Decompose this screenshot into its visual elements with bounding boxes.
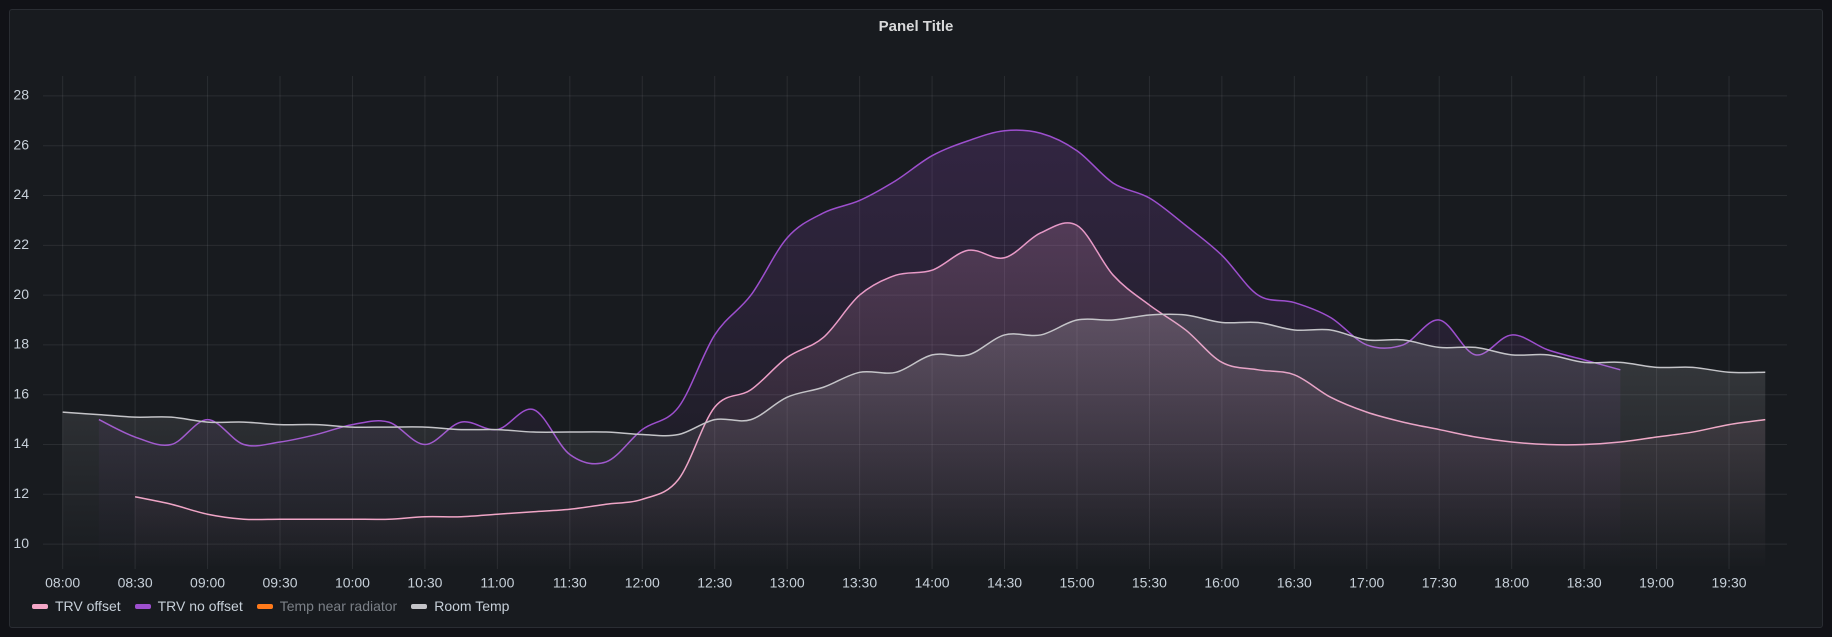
x-tick-label: 15:30 <box>1132 575 1167 591</box>
y-tick-label: 16 <box>13 385 29 401</box>
legend-label: TRV no offset <box>157 598 243 614</box>
legend-item[interactable]: TRV offset <box>32 598 121 614</box>
y-tick-label: 20 <box>13 286 29 302</box>
x-tick-label: 10:00 <box>335 575 370 591</box>
x-tick-label: 08:30 <box>118 575 153 591</box>
x-tick-label: 14:00 <box>915 575 950 591</box>
x-tick-label: 10:30 <box>407 575 442 591</box>
legend-swatch <box>256 603 273 609</box>
y-tick-label: 24 <box>13 186 29 202</box>
x-tick-label: 16:30 <box>1277 575 1312 591</box>
x-tick-label: 11:00 <box>480 575 514 591</box>
y-tick-label: 22 <box>13 236 29 252</box>
legend-label: TRV offset <box>55 598 121 614</box>
chart-title: Panel Title <box>879 18 954 35</box>
x-tick-label: 14:30 <box>987 575 1022 591</box>
legend-label: Temp near radiator <box>279 598 398 614</box>
y-tick-label: 14 <box>13 435 29 451</box>
x-tick-label: 12:30 <box>697 575 732 591</box>
area-fill <box>62 314 1766 569</box>
legend-swatch <box>411 603 428 609</box>
legend-swatch <box>134 603 151 609</box>
x-tick-label: 09:00 <box>190 575 225 591</box>
x-tick-label: 13:30 <box>842 575 877 591</box>
legend-swatch <box>32 603 48 609</box>
x-tick-label: 17:00 <box>1349 575 1384 591</box>
x-tick-label: 18:00 <box>1494 575 1529 591</box>
x-tick-label: 11:30 <box>553 575 587 591</box>
y-tick-label: 18 <box>13 336 29 352</box>
series-line <box>62 313 1766 437</box>
x-tick-label: 13:00 <box>770 575 805 591</box>
x-tick-label: 17:30 <box>1422 575 1457 591</box>
legend-label: Room Temp <box>434 598 510 614</box>
legend-item[interactable]: TRV no offset <box>134 598 243 614</box>
x-tick-label: 19:30 <box>1712 575 1747 591</box>
y-tick-label: 26 <box>13 136 29 152</box>
legend: TRV offset TRV no offset Temp near radiato… <box>32 598 509 614</box>
x-tick-label: 09:30 <box>262 575 297 591</box>
x-tick-label: 19:00 <box>1639 575 1674 591</box>
y-tick-label: 28 <box>13 87 29 103</box>
x-tick-label: 16:00 <box>1204 575 1239 591</box>
x-tick-label: 08:00 <box>45 575 80 591</box>
y-tick-label: 12 <box>13 485 29 501</box>
x-tick-label: 15:00 <box>1059 575 1094 591</box>
legend-item[interactable]: Temp near radiator <box>256 598 398 614</box>
x-tick-label: 18:30 <box>1567 575 1602 591</box>
legend-item[interactable]: Room Temp <box>411 598 509 614</box>
y-tick-label: 10 <box>13 535 29 551</box>
x-tick-label: 12:00 <box>625 575 660 591</box>
